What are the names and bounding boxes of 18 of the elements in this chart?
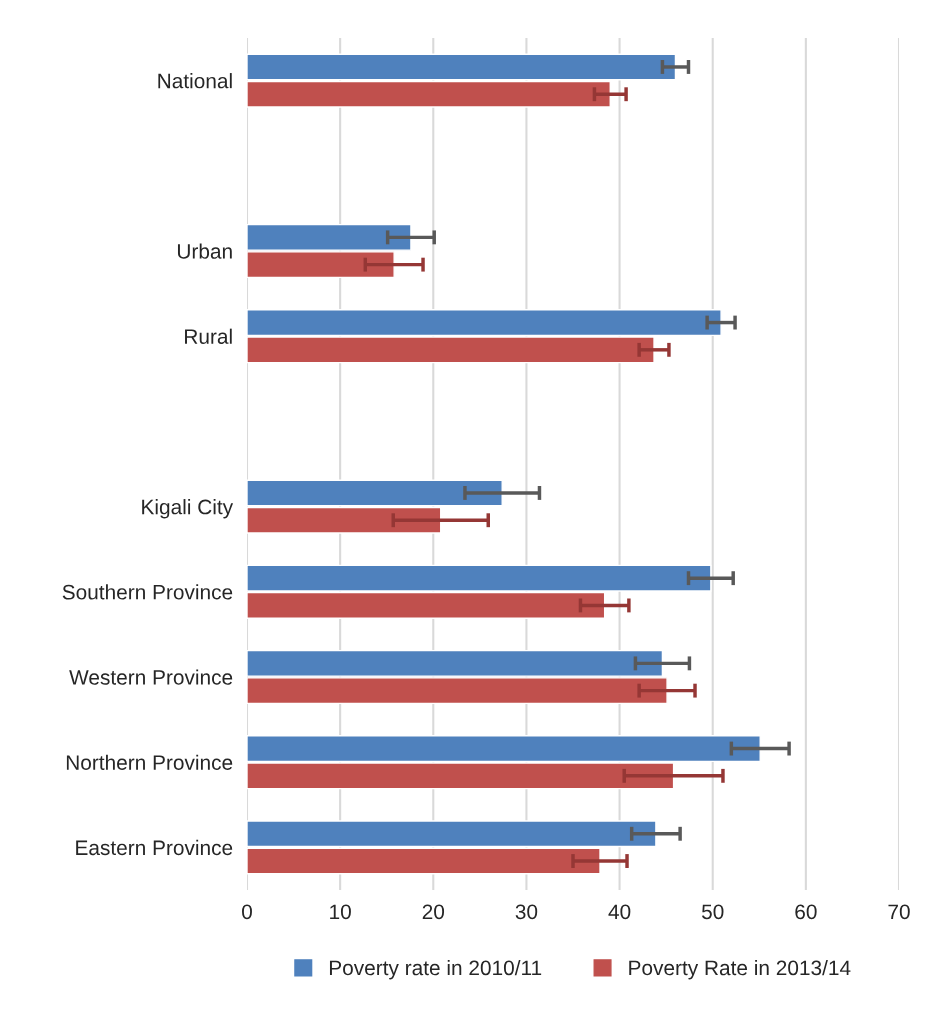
x-tick-label: 10 [330, 904, 351, 920]
x-tick-label: 40 [608, 904, 631, 920]
y-tick-label: Urban [177, 243, 232, 259]
y-tick-label: Kigali City [142, 499, 234, 519]
y-tick-label: Southern Province [62, 584, 233, 600]
y-tick-label: Rural [185, 328, 232, 344]
y-tick-label: National [158, 73, 232, 89]
y-tick-label: Northern Province [66, 754, 233, 770]
x-tick-label: 20 [422, 904, 445, 920]
x-tick-label: 60 [795, 904, 817, 920]
x-tick-label: 50 [701, 904, 724, 920]
x-tick-label: 0 [242, 904, 252, 920]
legend-label: Poverty rate in 2010/11 [329, 959, 542, 980]
y-tick-label: Western Province [69, 669, 233, 685]
x-tick-label: 30 [515, 904, 538, 920]
y-tick-label: Eastern Province [76, 839, 233, 856]
x-tick-label: 70 [888, 904, 910, 920]
legend-label: Poverty Rate in 2013/14 [629, 959, 851, 980]
